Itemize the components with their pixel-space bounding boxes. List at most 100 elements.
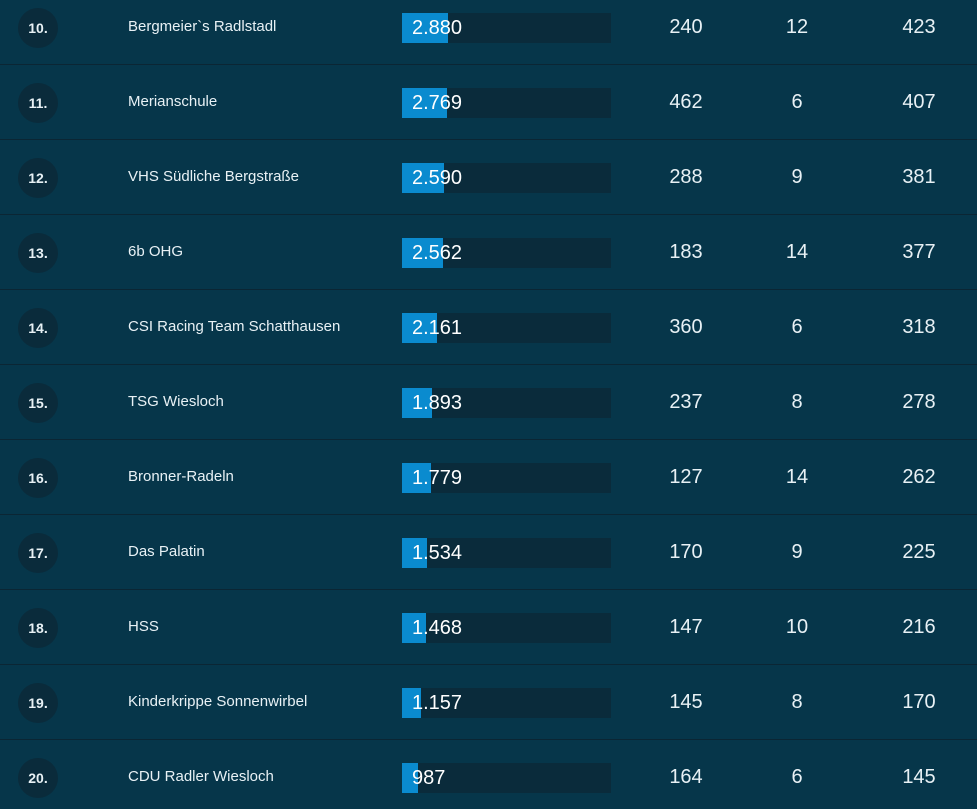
distance-bar: 1.779	[402, 463, 611, 493]
table-row: 19. Kinderkrippe Sonnenwirbel 1.157 145 8 170	[0, 665, 977, 740]
distance-bar-fill	[402, 538, 427, 568]
rank-badge: 13.	[18, 233, 58, 273]
distance-value: 2.880	[412, 17, 463, 39]
team-name: Bronner-Radeln	[128, 468, 234, 485]
table-row: 15. TSG Wiesloch 1.893 237 8 278	[0, 365, 977, 440]
column-4-value: 145	[902, 766, 936, 788]
column-3-value: 14	[785, 466, 809, 488]
distance-bar: 2.161	[402, 313, 611, 343]
distance-bar: 2.590	[402, 163, 611, 193]
table-row: 11. Merianschule 2.769 462 6 407	[0, 65, 977, 140]
column-4-value: 216	[902, 616, 936, 638]
distance-bar-fill	[402, 688, 421, 718]
column-4-value: 423	[902, 16, 936, 38]
column-4-value: 407	[902, 91, 936, 113]
team-name: VHS Südliche Bergstraße	[128, 168, 299, 185]
team-name: Das Palatin	[128, 543, 205, 560]
distance-bar: 987	[402, 763, 611, 793]
distance-bar: 2.769	[402, 88, 611, 118]
distance-bar: 1.157	[402, 688, 611, 718]
distance-value: 2.562	[412, 242, 463, 264]
column-3-value: 8	[791, 391, 803, 413]
team-name: Bergmeier`s Radlstadl	[128, 18, 277, 35]
table-row: 12. VHS Südliche Bergstraße 2.590 288 9 381	[0, 140, 977, 215]
distance-value: 2.590	[412, 167, 463, 189]
column-3-value: 9	[791, 166, 803, 188]
column-4-value: 170	[902, 691, 936, 713]
distance-bar: 2.880	[402, 13, 611, 43]
distance-bar-fill	[402, 613, 426, 643]
column-2-value: 145	[669, 691, 703, 713]
column-3-value: 14	[785, 241, 809, 263]
distance-bar: 1.534	[402, 538, 611, 568]
table-row: 16. Bronner-Radeln 1.779 127 14 262	[0, 440, 977, 515]
distance-bar: 1.893	[402, 388, 611, 418]
column-3-value: 10	[785, 616, 809, 638]
table-row: 13. 6b OHG 2.562 183 14 377	[0, 215, 977, 290]
distance-bar: 1.468	[402, 613, 611, 643]
distance-value: 1.157	[412, 692, 463, 714]
column-3-value: 6	[791, 316, 803, 338]
column-2-value: 288	[669, 166, 703, 188]
column-4-value: 377	[902, 241, 936, 263]
rank-badge: 16.	[18, 458, 58, 498]
distance-value: 1.468	[412, 617, 463, 639]
column-2-value: 462	[669, 91, 703, 113]
column-3-value: 6	[791, 91, 803, 113]
column-3-value: 6	[791, 766, 803, 788]
distance-bar-fill	[402, 313, 437, 343]
column-4-value: 278	[902, 391, 936, 413]
team-name: 6b OHG	[128, 243, 184, 260]
rank-badge: 18.	[18, 608, 58, 648]
rank-badge: 19.	[18, 683, 58, 723]
table-row: 10. Bergmeier`s Radlstadl 2.880 240 12 423	[0, 0, 977, 65]
distance-value: 2.161	[412, 317, 463, 339]
distance-bar-fill	[402, 463, 431, 493]
distance-bar-fill	[402, 13, 448, 43]
team-name: CSI Racing Team Schatthausen	[128, 318, 341, 335]
column-4-value: 225	[902, 541, 936, 563]
column-3-value: 9	[791, 541, 803, 563]
column-2-value: 183	[669, 241, 703, 263]
rank-badge: 14.	[18, 308, 58, 348]
column-2-value: 147	[669, 616, 703, 638]
distance-bar-fill	[402, 763, 418, 793]
column-3-value: 8	[791, 691, 803, 713]
team-name: TSG Wiesloch	[128, 393, 224, 410]
distance-bar: 2.562	[402, 238, 611, 268]
distance-bar-fill	[402, 238, 443, 268]
rank-badge: 10.	[18, 8, 58, 48]
column-4-value: 262	[902, 466, 936, 488]
column-4-value: 318	[902, 316, 936, 338]
table-row: 20. CDU Radler Wiesloch 987 164 6 145	[0, 740, 977, 809]
rank-badge: 12.	[18, 158, 58, 198]
rank-badge: 11.	[18, 83, 58, 123]
rank-badge: 20.	[18, 758, 58, 798]
distance-bar-fill	[402, 163, 444, 193]
distance-value: 1.779	[412, 467, 463, 489]
column-2-value: 240	[669, 16, 703, 38]
column-2-value: 164	[669, 766, 703, 788]
table-row: 18. HSS 1.468 147 10 216	[0, 590, 977, 665]
rank-badge: 15.	[18, 383, 58, 423]
column-2-value: 170	[669, 541, 703, 563]
distance-value: 987	[412, 767, 446, 789]
rank-badge: 17.	[18, 533, 58, 573]
team-name: HSS	[128, 618, 159, 635]
column-2-value: 127	[669, 466, 703, 488]
column-4-value: 381	[902, 166, 936, 188]
team-name: Kinderkrippe Sonnenwirbel	[128, 693, 308, 710]
team-name: CDU Radler Wiesloch	[128, 768, 274, 785]
table-row: 17. Das Palatin 1.534 170 9 225	[0, 515, 977, 590]
column-3-value: 12	[785, 16, 809, 38]
table-row: 14. CSI Racing Team Schatthausen 2.161 360 6…	[0, 290, 977, 365]
distance-value: 1.893	[412, 392, 463, 414]
team-name: Merianschule	[128, 93, 218, 110]
distance-bar-fill	[402, 88, 447, 118]
column-2-value: 360	[669, 316, 703, 338]
distance-bar-fill	[402, 388, 432, 418]
column-2-value: 237	[669, 391, 703, 413]
distance-value: 2.769	[412, 92, 463, 114]
distance-value: 1.534	[412, 542, 463, 564]
